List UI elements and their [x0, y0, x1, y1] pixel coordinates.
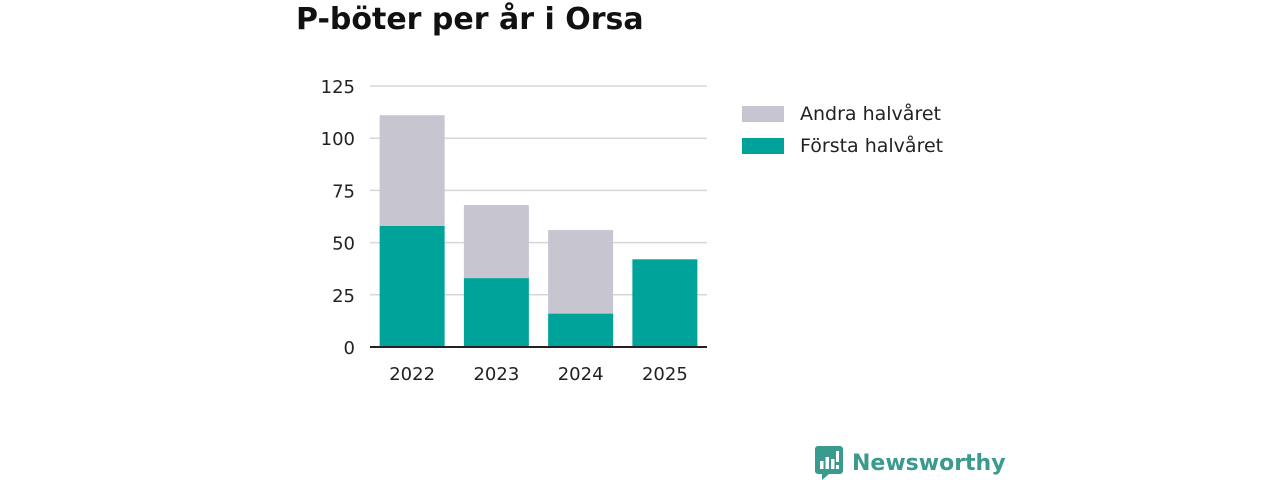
newsworthy-logo-icon [815, 446, 843, 480]
legend-item-forsta: Första halvåret [742, 130, 943, 162]
bar-2022-series-1 [379, 115, 445, 226]
x-tick-label-2022: 2022 [389, 364, 435, 385]
legend-swatch-forsta [742, 138, 784, 154]
y-tick-label-125: 125 [321, 77, 355, 98]
legend: Andra halvåret Första halvåret [742, 98, 943, 162]
x-tick-label-2025: 2025 [642, 364, 688, 385]
chart-title: P-böter per år i Orsa [296, 2, 644, 37]
bars [379, 115, 698, 347]
legend-swatch-andra [742, 106, 784, 122]
y-tick-label-50: 50 [332, 234, 355, 255]
bar-2023-series-0 [463, 278, 529, 347]
bar-2025-series-0 [632, 259, 698, 347]
y-tick-label-75: 75 [332, 181, 355, 202]
bar-2023-series-1 [463, 205, 529, 279]
legend-label-andra: Andra halvåret [800, 103, 941, 125]
x-tick-label-2023: 2023 [473, 364, 519, 385]
axis-labels: 0 25 50 75 100 125 2022 2023 2024 2025 [321, 77, 688, 385]
bar-2022-series-0 [379, 225, 445, 347]
y-tick-label-0: 0 [344, 338, 355, 359]
brand-footer: Newsworthy [815, 446, 1006, 480]
legend-label-forsta: Första halvåret [800, 135, 944, 157]
bar-2024-series-0 [548, 313, 614, 347]
y-tick-label-100: 100 [321, 129, 355, 150]
legend-item-andra: Andra halvåret [742, 98, 943, 130]
y-tick-label-25: 25 [332, 286, 355, 307]
brand-name: Newsworthy [852, 450, 1006, 476]
x-tick-label-2024: 2024 [558, 364, 604, 385]
bar-2024-series-1 [548, 230, 614, 314]
